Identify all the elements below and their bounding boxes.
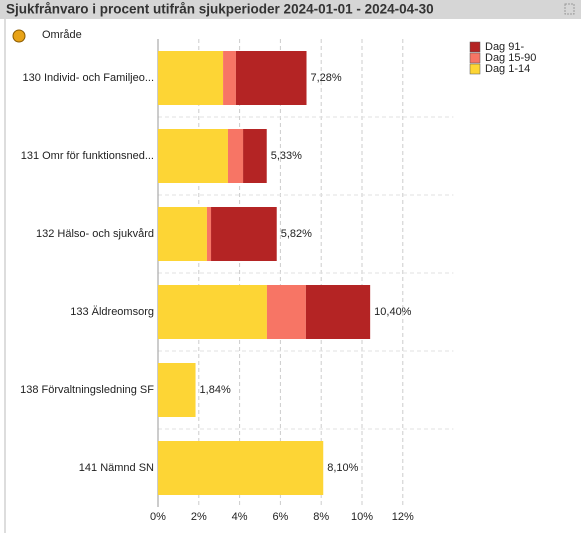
bar-segment (206, 207, 212, 261)
legend-label: Dag 15-90 (485, 52, 536, 64)
legend-swatch (469, 63, 481, 75)
data-label: 10,40% (374, 306, 412, 318)
x-tick-label: 2% (191, 511, 207, 523)
bar-segment (158, 285, 267, 339)
legend-swatch (469, 41, 481, 53)
bar-segment (158, 51, 224, 105)
bar-segment (158, 441, 324, 495)
y-tick-label: 130 Individ- och Familjeo... (23, 72, 154, 84)
bar-segment (243, 129, 267, 183)
x-tick-label: 8% (313, 511, 329, 523)
y-tick-label: 141 Nämnd SN (79, 462, 154, 474)
bar-segment (211, 207, 277, 261)
bar-segment (158, 207, 207, 261)
bar-segment (158, 363, 196, 417)
bar-segment (227, 129, 244, 183)
data-label: 8,10% (327, 462, 358, 474)
y-tick-label: 138 Förvaltningsledning SF (20, 384, 154, 396)
data-label: 7,28% (311, 72, 342, 84)
data-label: 1,84% (200, 384, 231, 396)
legend-swatch (469, 52, 481, 64)
bar-segment (266, 285, 306, 339)
x-tick-label: 6% (272, 511, 288, 523)
y-tick-label: 132 Hälso- och sjukvård (36, 228, 154, 240)
data-label: 5,82% (281, 228, 312, 240)
legend-label: Dag 91- (485, 41, 524, 53)
title-bar (0, 0, 581, 19)
legend-label: Dag 1-14 (485, 63, 530, 75)
bar-segment (235, 51, 307, 105)
bar-segment (158, 129, 228, 183)
x-tick-label: 10% (351, 511, 373, 523)
menu-icon[interactable] (564, 3, 575, 15)
dimension-label[interactable]: Område (42, 29, 82, 41)
x-tick-label: 4% (232, 511, 248, 523)
bar-segment (223, 51, 236, 105)
y-tick-label: 131 Omr för funktionsned... (21, 150, 154, 162)
x-tick-label: 0% (150, 511, 166, 523)
bar-segment (305, 285, 371, 339)
chart-title: Sjukfrånvaro i procent utifrån sjukperio… (6, 2, 434, 17)
y-tick-label: 133 Äldreomsorg (70, 306, 154, 318)
x-tick-label: 12% (392, 511, 414, 523)
data-label: 5,33% (271, 150, 302, 162)
drill-icon[interactable] (12, 29, 26, 43)
